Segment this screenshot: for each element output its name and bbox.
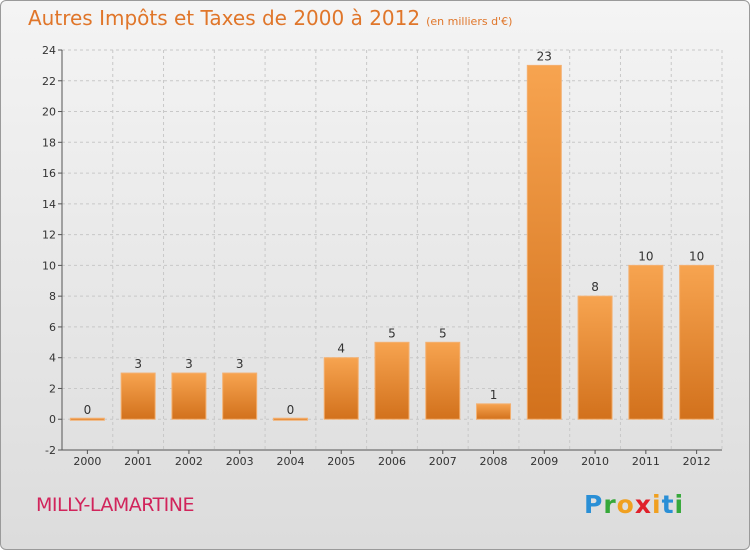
- x-tick-label: 2002: [175, 455, 203, 468]
- y-tick-label: 24: [42, 44, 56, 57]
- chart-title: Autres Impôts et Taxes de 2000 à 2012 (en…: [28, 6, 512, 30]
- bar: [476, 403, 512, 420]
- chart-title-text: Autres Impôts et Taxes de 2000 à 2012: [28, 6, 421, 30]
- bar: [272, 417, 308, 421]
- logo-letter: o: [616, 490, 635, 519]
- value-label: 5: [439, 326, 447, 340]
- x-tick-label: 2000: [73, 455, 101, 468]
- chart-unit: (en milliers d'€): [426, 15, 513, 28]
- value-label: 3: [185, 357, 193, 371]
- value-label: 10: [689, 249, 704, 263]
- value-label: 10: [638, 249, 653, 263]
- bar: [425, 341, 461, 420]
- bar: [323, 357, 359, 420]
- value-label: 5: [388, 326, 396, 340]
- y-tick-label: 12: [42, 229, 56, 242]
- value-label: 1: [490, 388, 498, 402]
- bar: [69, 417, 105, 421]
- x-tick-label: 2006: [378, 455, 406, 468]
- value-label: 0: [84, 403, 92, 417]
- y-tick-label: 14: [42, 198, 56, 211]
- bar: [171, 372, 207, 420]
- y-tick-label: 0: [49, 413, 56, 426]
- x-tick-label: 2001: [124, 455, 152, 468]
- y-tick-label: 6: [49, 321, 56, 334]
- logo-letter: r: [603, 490, 617, 519]
- bar: [222, 372, 258, 420]
- y-tick-label: -2: [45, 444, 56, 457]
- logo-letter: x: [634, 490, 652, 519]
- value-label: 3: [236, 357, 244, 371]
- x-tick-label: 2011: [632, 455, 660, 468]
- bar: [628, 264, 664, 420]
- y-tick-label: 4: [49, 352, 56, 365]
- x-tick-label: 2010: [581, 455, 609, 468]
- bar: [374, 341, 410, 420]
- value-label: 0: [287, 403, 295, 417]
- y-tick-label: 20: [42, 106, 56, 119]
- x-tick-label: 2004: [276, 455, 304, 468]
- x-tick-label: 2007: [429, 455, 457, 468]
- bar: [679, 264, 715, 420]
- value-label: 3: [134, 357, 142, 371]
- x-tick-label: 2009: [530, 455, 558, 468]
- logo-letter: i: [652, 490, 662, 519]
- y-tick-label: 2: [49, 382, 56, 395]
- logo-letter: t: [661, 490, 675, 519]
- x-tick-label: 2008: [480, 455, 508, 468]
- x-tick-label: 2012: [683, 455, 711, 468]
- logo-letter: P: [584, 490, 604, 519]
- y-tick-label: 18: [42, 136, 56, 149]
- y-tick-label: 8: [49, 290, 56, 303]
- logo-letter: i: [674, 490, 685, 519]
- bar: [577, 295, 613, 420]
- labels: 0 2000 3 2001 3 2002 3 2003 0 2004 4 2005 5 2006 5 2007…: [73, 49, 710, 468]
- bar: [120, 372, 156, 420]
- x-tick-label: 2003: [226, 455, 254, 468]
- value-label: 23: [537, 49, 552, 63]
- value-label: 8: [591, 280, 599, 294]
- y-tick-label: 16: [42, 167, 56, 180]
- bars: [69, 64, 715, 421]
- commune-name: MILLY-LAMARTINE: [36, 494, 195, 516]
- x-tick-label: 2005: [327, 455, 355, 468]
- proxiti-logo: Proxiti: [584, 490, 684, 519]
- y-tick-label: 10: [42, 259, 56, 272]
- bar: [526, 64, 562, 420]
- value-label: 4: [337, 342, 345, 356]
- y-tick-label: 22: [42, 75, 56, 88]
